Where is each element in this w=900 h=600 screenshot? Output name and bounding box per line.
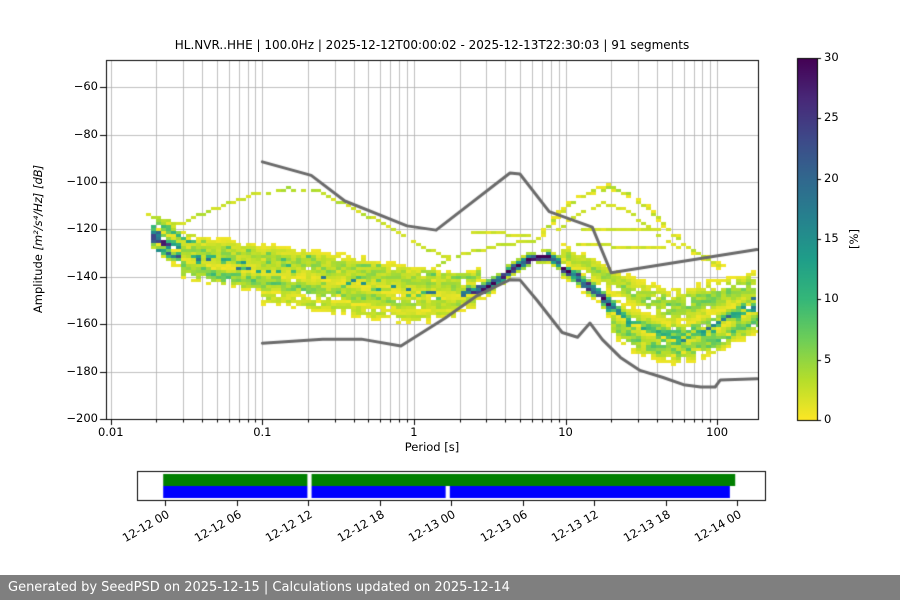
- colorbar-tick-label: 30: [824, 50, 839, 64]
- y-tick-label: −60: [73, 79, 98, 94]
- colorbar-tick-label: 10: [824, 291, 839, 306]
- footer-bar: Generated by SeedPSD on 2025-12-15 | Cal…: [0, 575, 900, 600]
- y-tick-label: −140: [66, 268, 98, 283]
- y-tick-label: −200: [66, 411, 98, 425]
- colorbar-tick-label: 20: [824, 170, 839, 185]
- colorbar-label: [%]: [847, 229, 861, 249]
- y-axis-label-prefix: Amplitude: [31, 250, 45, 314]
- x-tick-label: 1: [410, 425, 418, 439]
- colorbar-tick-label: 5: [824, 351, 832, 366]
- colorbar-tick-label: 0: [824, 412, 832, 426]
- y-tick-label: −120: [66, 221, 98, 236]
- y-axis-label-units: [m²/s⁴/Hz] [dB]: [31, 164, 45, 251]
- x-tick-label: 100: [706, 425, 729, 439]
- x-tick-label: 10: [558, 425, 573, 439]
- x-tick-label: 0.01: [97, 425, 124, 439]
- y-tick-label: −180: [66, 363, 98, 378]
- colorbar-tick-label: 15: [824, 231, 839, 245]
- y-tick-label: −160: [66, 316, 98, 331]
- y-axis-label: Amplitude [m²/s⁴/Hz] [dB]: [31, 165, 45, 313]
- colorbar-tick-label: 25: [824, 110, 839, 125]
- y-tick-label: −100: [66, 174, 98, 189]
- y-tick-label: −80: [73, 126, 98, 141]
- x-tick-label: 0.1: [253, 425, 272, 439]
- plot-title: HL.NVR..HHE | 100.0Hz | 2025-12-12T00:00…: [174, 38, 690, 52]
- x-axis-label: Period [s]: [404, 440, 460, 454]
